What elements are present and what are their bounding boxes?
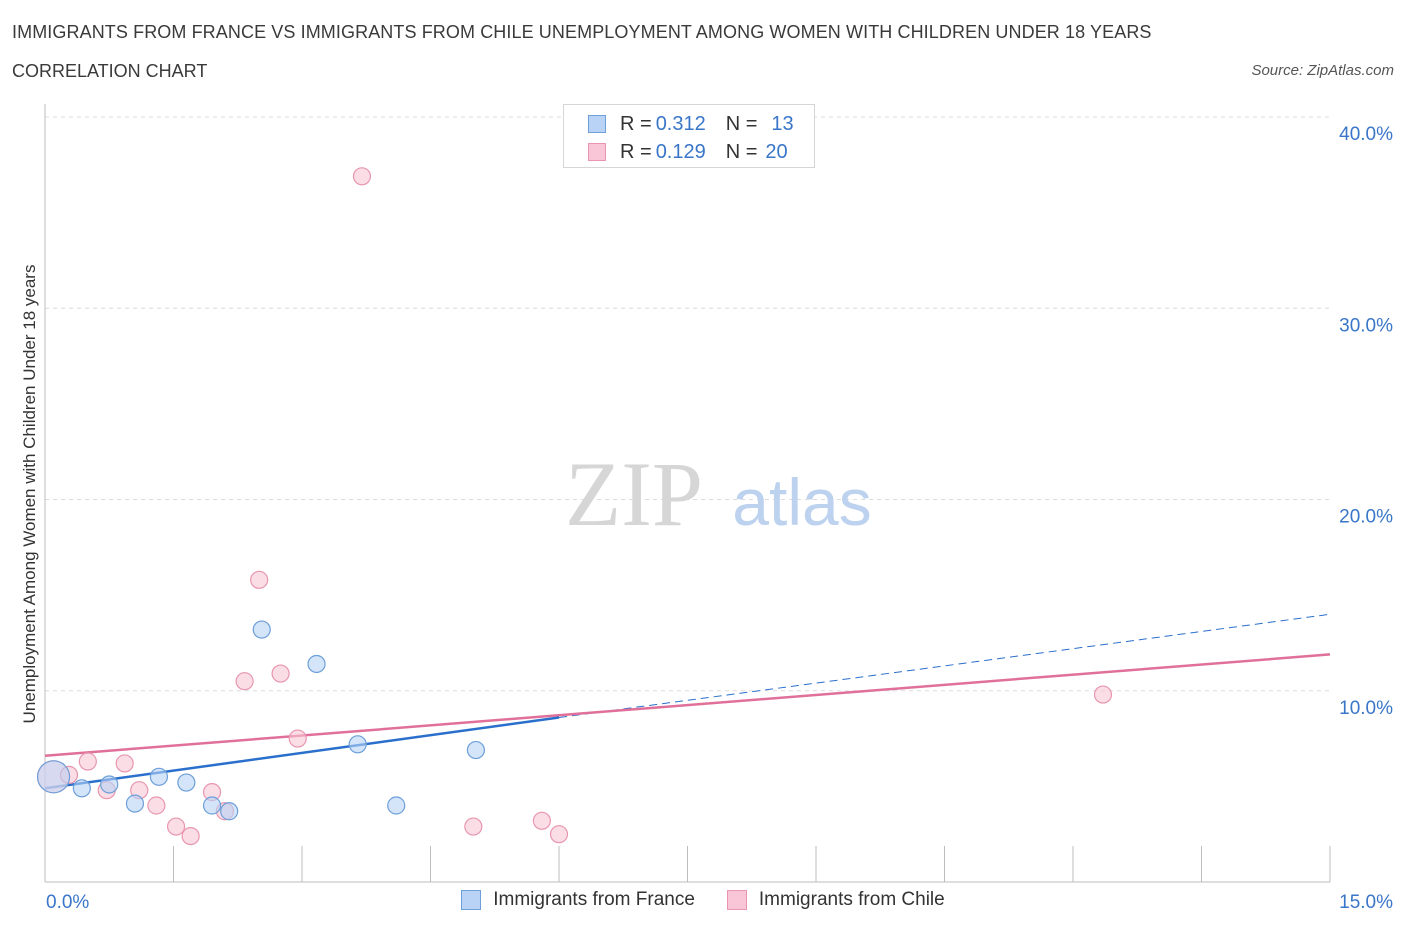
trend-line-france-projection (558, 613, 1331, 719)
legend-item-france[interactable]: Immigrants from France (461, 889, 695, 911)
point-france (252, 620, 271, 639)
legend-r-label: R = (620, 140, 652, 163)
point-chile (464, 817, 483, 836)
tick-labels: 10.0% 20.0% 30.0% 40.0% 0.0% 15.0% (46, 124, 1393, 913)
point-chile (147, 796, 166, 815)
point-chile (250, 570, 269, 589)
legend-n-value-chile: 20 (765, 140, 788, 163)
legend-label-chile: Immigrants from Chile (758, 889, 945, 910)
legend-swatch-france (588, 115, 606, 133)
legend-swatch-chile (588, 143, 606, 161)
point-france (307, 654, 326, 674)
point-chile (235, 672, 254, 691)
chart-subtitle: CORRELATION CHART (12, 61, 208, 81)
legend-r-value-france: 0.312 (655, 112, 706, 135)
trend-line-france (44, 716, 560, 790)
x-tick-label: 15.0% (1339, 892, 1393, 913)
legend-r-value-chile: 0.129 (655, 140, 706, 163)
trend-lines (44, 613, 1331, 790)
legend-row-france: R = 0.312 N = 13 (588, 111, 794, 137)
point-chile (288, 729, 307, 748)
legend-swatch-chile (726, 890, 747, 910)
legend-n-value-france: 13 (771, 112, 794, 135)
y-tick-label: 40.0% (1339, 124, 1393, 145)
y-tick-label: 20.0% (1339, 507, 1393, 528)
source-label: Source: ZipAtlas.com (1251, 62, 1394, 79)
point-france (348, 735, 367, 754)
point-chile (549, 825, 569, 844)
watermark-zip: ZIP (565, 443, 703, 545)
point-chile (532, 811, 551, 830)
data-points (36, 167, 1113, 846)
point-chile (78, 752, 97, 771)
watermark: ZIP atlas (565, 443, 872, 545)
legend-n-label: N = (725, 112, 758, 135)
correlation-legend: R = 0.312 N = 13 R = 0.129 N = 20 (563, 104, 815, 168)
axes (44, 104, 1331, 883)
point-france (387, 796, 406, 815)
y-axis-label: Unemployment Among Women with Children U… (20, 265, 39, 724)
point-france (36, 760, 71, 794)
point-france (466, 740, 486, 760)
point-chile (271, 664, 290, 683)
x-tick-label: 0.0% (46, 892, 89, 913)
point-france (220, 802, 239, 821)
legend-item-chile[interactable]: Immigrants from Chile (726, 889, 945, 911)
watermark-atlas: atlas (732, 465, 871, 539)
point-france (202, 796, 222, 815)
point-france (100, 775, 119, 794)
point-chile (1093, 685, 1113, 704)
point-france (125, 794, 145, 813)
legend-r-label: R = (620, 112, 652, 135)
point-chile (181, 826, 200, 846)
series-legend: Immigrants from France Immigrants from C… (0, 889, 1406, 911)
point-france (177, 773, 196, 792)
legend-n-label: N = (725, 140, 758, 163)
grid-lines (45, 116, 1330, 692)
point-chile (352, 167, 372, 186)
trend-line-chile (44, 653, 1331, 758)
y-tick-label: 10.0% (1339, 698, 1393, 719)
point-chile (115, 754, 134, 773)
legend-row-chile: R = 0.129 N = 20 (588, 139, 788, 165)
y-tick-label: 30.0% (1339, 315, 1393, 336)
point-france (72, 779, 91, 798)
legend-label-france: Immigrants from France (493, 889, 695, 910)
point-france (149, 767, 169, 786)
point-chile (166, 817, 186, 836)
chart-title: IMMIGRANTS FROM FRANCE VS IMMIGRANTS FRO… (12, 22, 1152, 42)
legend-swatch-france (461, 890, 482, 910)
